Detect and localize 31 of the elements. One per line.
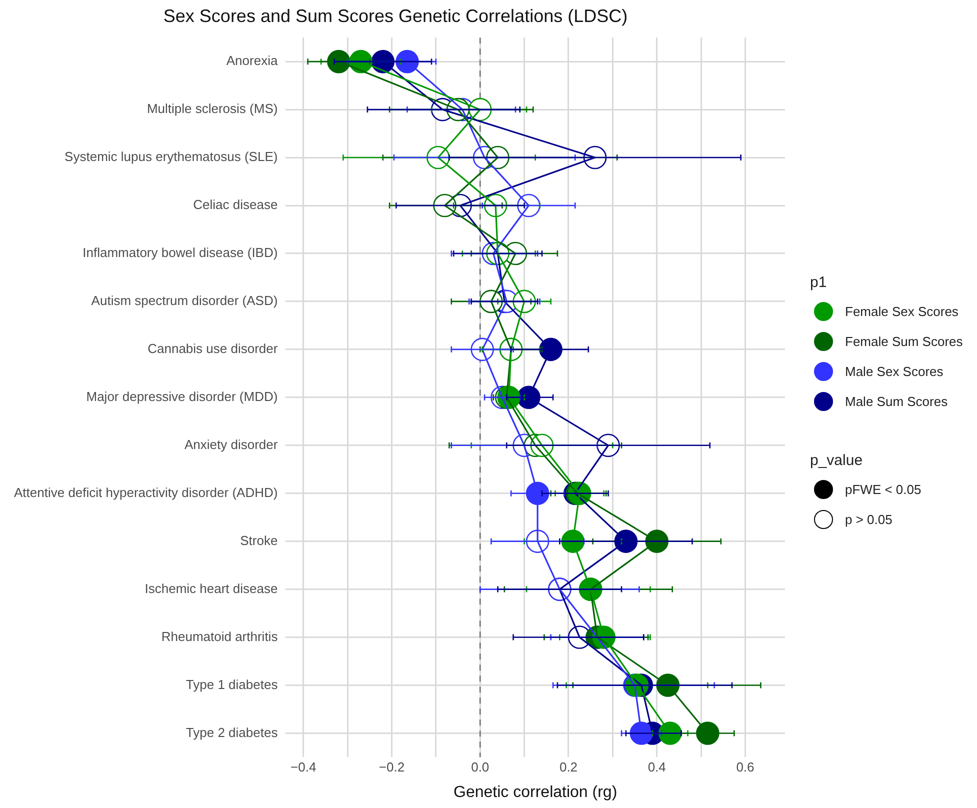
y-tick-label: Anxiety disorder — [184, 436, 278, 452]
legend-title: p1 — [810, 273, 828, 293]
y-tick-label: Systemic lupus erythematosus (SLE) — [64, 149, 278, 164]
y-tick-label: Cannabis use disorder — [148, 341, 278, 356]
legend-label: Female Sex Scores — [845, 304, 958, 318]
legend-label: Male Sum Scores — [845, 394, 948, 408]
y-tick-label: Inflammatory bowel disease (IBD) — [82, 245, 278, 260]
y-tick-label: Type 1 diabetes — [186, 676, 278, 692]
y-tick-label: Celiac disease — [193, 197, 278, 212]
x-tick-label: 0.2 — [559, 760, 578, 775]
text: p_value — [810, 451, 864, 471]
chart-title: Sex Scores and Sum Scores Genetic Correlations (LDSC) — [163, 6, 628, 26]
x-axis-title: Genetic correlation (rg) — [454, 784, 618, 801]
y-tick-label: Autism spectrum disorder (ASD) — [91, 293, 278, 308]
y-tick-label: Type 2 diabetes — [186, 724, 278, 740]
x-tick-label: −0.4 — [290, 760, 316, 775]
x-tick-label: −0.2 — [378, 760, 405, 775]
y-tick-label: Attentive deficit hyperactivity disorder (ADHD) — [14, 484, 278, 500]
text: pFWE < 0.05 — [845, 482, 922, 496]
legend-label: Female Sum Scores — [845, 334, 963, 348]
x-tick-label: 0.6 — [736, 760, 754, 775]
x-tick-label: 0.0 — [471, 760, 490, 775]
text: p > 0.05 — [845, 512, 892, 526]
y-tick-label: Stroke — [240, 532, 278, 548]
y-tick-label: Multiple sclerosis (MS) — [146, 101, 278, 116]
y-tick-label: Major depressive disorder (MDD) — [86, 388, 278, 404]
y-tick-label: Ischemic heart disease — [144, 580, 278, 596]
y-tick-label: Rheumatoid arthritis — [161, 628, 278, 644]
legend-label: Male Sex Scores — [845, 364, 944, 378]
y-tick-label: Anorexia — [226, 53, 278, 68]
x-tick-label: 0.4 — [648, 760, 666, 775]
